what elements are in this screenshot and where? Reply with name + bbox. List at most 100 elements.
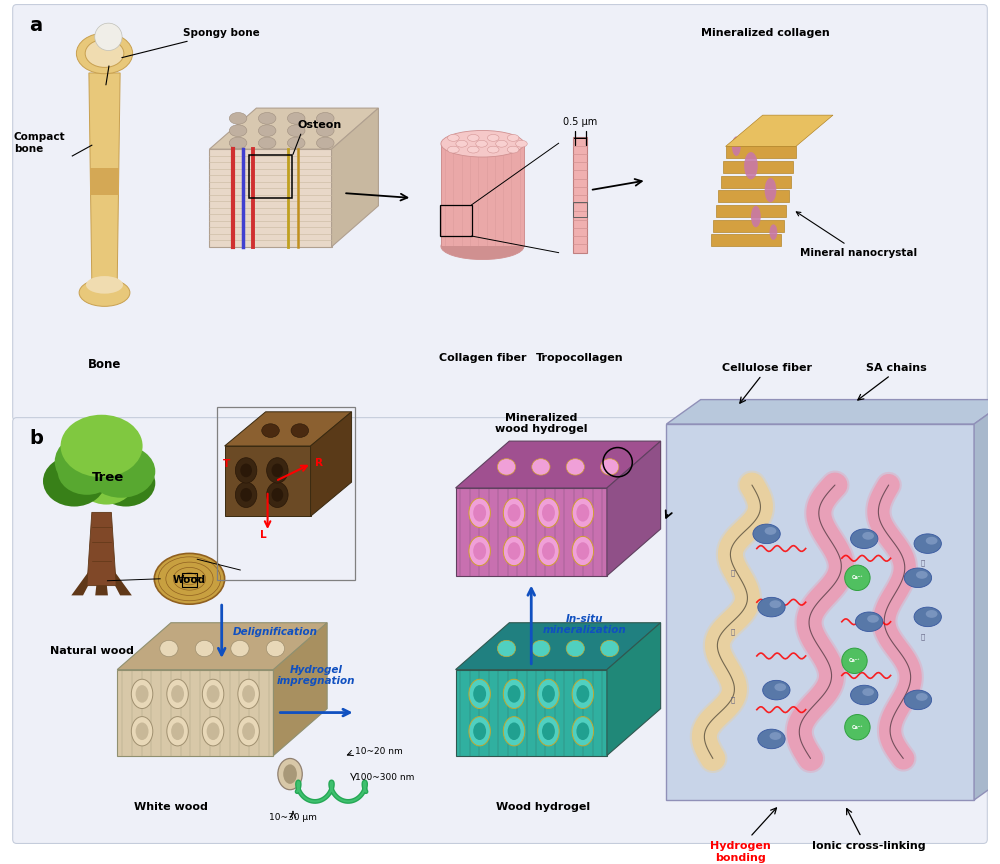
Ellipse shape	[508, 722, 520, 740]
Ellipse shape	[532, 640, 550, 657]
Bar	[723, 161, 793, 173]
Ellipse shape	[473, 543, 486, 560]
Text: Natural wood: Natural wood	[50, 646, 134, 656]
Ellipse shape	[904, 568, 932, 588]
Polygon shape	[209, 108, 378, 149]
Text: Wood hydrogel: Wood hydrogel	[496, 802, 590, 812]
Ellipse shape	[855, 612, 883, 632]
Polygon shape	[456, 623, 661, 670]
Polygon shape	[225, 412, 352, 446]
Ellipse shape	[469, 716, 490, 746]
Ellipse shape	[195, 640, 214, 657]
Ellipse shape	[467, 146, 479, 153]
Ellipse shape	[473, 504, 486, 522]
Text: ⌒: ⌒	[730, 696, 735, 703]
Text: Osteon: Osteon	[298, 119, 342, 130]
Text: Spongy bone: Spongy bone	[122, 28, 259, 58]
Ellipse shape	[770, 225, 777, 240]
Polygon shape	[117, 670, 273, 755]
Bar	[182, 573, 197, 587]
Ellipse shape	[55, 432, 129, 491]
Text: Collagen fiber: Collagen fiber	[439, 353, 526, 363]
Ellipse shape	[136, 685, 149, 702]
Ellipse shape	[131, 679, 153, 708]
Ellipse shape	[154, 554, 225, 604]
Ellipse shape	[441, 233, 524, 259]
Bar	[711, 234, 781, 246]
Ellipse shape	[207, 722, 220, 740]
Ellipse shape	[601, 459, 619, 475]
Circle shape	[845, 565, 870, 590]
Text: a: a	[29, 16, 42, 35]
Text: Compact
bone: Compact bone	[14, 132, 65, 154]
Text: Bone: Bone	[88, 358, 121, 371]
Ellipse shape	[58, 448, 116, 495]
Polygon shape	[607, 623, 661, 755]
Text: Ca²⁺: Ca²⁺	[852, 575, 863, 581]
Ellipse shape	[744, 152, 758, 180]
Polygon shape	[87, 512, 116, 586]
Ellipse shape	[601, 640, 619, 657]
Bar	[249, 155, 292, 198]
Ellipse shape	[751, 206, 761, 227]
Ellipse shape	[238, 716, 259, 746]
Polygon shape	[456, 670, 607, 755]
Text: In-situ
mineralization: In-situ mineralization	[543, 614, 627, 636]
Bar	[718, 190, 789, 202]
FancyBboxPatch shape	[13, 417, 987, 843]
Ellipse shape	[538, 716, 559, 746]
Ellipse shape	[287, 112, 305, 124]
Polygon shape	[456, 442, 661, 488]
Ellipse shape	[503, 499, 525, 527]
Ellipse shape	[851, 685, 878, 705]
Circle shape	[95, 23, 122, 50]
Text: 10~20 nm: 10~20 nm	[355, 747, 403, 756]
Ellipse shape	[258, 112, 276, 124]
Ellipse shape	[171, 685, 184, 702]
Ellipse shape	[576, 504, 589, 522]
Ellipse shape	[867, 615, 879, 623]
Ellipse shape	[79, 279, 130, 307]
Ellipse shape	[542, 504, 555, 522]
Ellipse shape	[291, 423, 309, 437]
Text: Mineralized
wood hydrogel: Mineralized wood hydrogel	[495, 413, 587, 435]
Ellipse shape	[572, 716, 594, 746]
Ellipse shape	[283, 765, 297, 784]
Ellipse shape	[85, 40, 124, 67]
Ellipse shape	[916, 571, 928, 579]
Ellipse shape	[542, 543, 555, 560]
Circle shape	[845, 715, 870, 740]
Ellipse shape	[86, 276, 123, 294]
Ellipse shape	[235, 482, 257, 507]
Text: Ca²⁺: Ca²⁺	[849, 658, 860, 664]
Ellipse shape	[229, 112, 247, 124]
Ellipse shape	[503, 716, 525, 746]
Bar	[573, 137, 587, 252]
Polygon shape	[311, 412, 352, 517]
Polygon shape	[273, 623, 327, 755]
Bar	[217, 407, 355, 580]
Polygon shape	[209, 149, 332, 247]
Ellipse shape	[235, 458, 257, 483]
Ellipse shape	[508, 543, 520, 560]
Text: R: R	[315, 458, 323, 467]
Ellipse shape	[287, 137, 305, 149]
Polygon shape	[456, 488, 607, 576]
Text: ⌒: ⌒	[730, 628, 735, 635]
Ellipse shape	[916, 693, 928, 701]
Ellipse shape	[202, 679, 224, 708]
Ellipse shape	[87, 445, 155, 498]
Ellipse shape	[503, 679, 525, 708]
Ellipse shape	[167, 679, 188, 708]
Ellipse shape	[316, 124, 334, 137]
Bar	[713, 219, 784, 232]
Bar	[440, 205, 472, 236]
Ellipse shape	[507, 135, 519, 142]
Ellipse shape	[487, 135, 499, 142]
Ellipse shape	[851, 529, 878, 549]
Polygon shape	[117, 623, 327, 670]
Ellipse shape	[61, 415, 143, 477]
Polygon shape	[726, 115, 833, 146]
Ellipse shape	[487, 146, 499, 153]
Ellipse shape	[538, 679, 559, 708]
